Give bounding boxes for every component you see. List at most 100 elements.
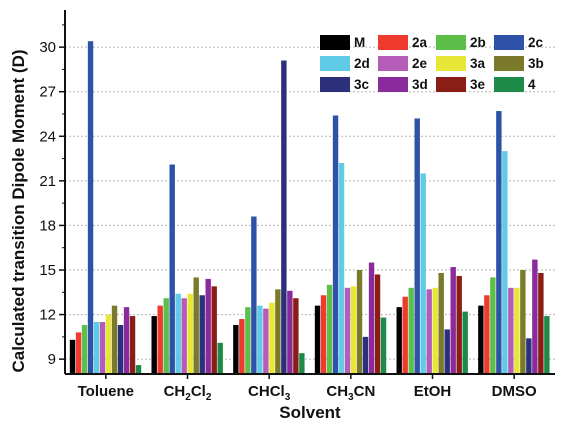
legend-swatch-2b (436, 35, 466, 50)
bar-3c-1 (199, 295, 205, 374)
bar-M-5 (478, 305, 484, 374)
bar-3b-4 (438, 272, 444, 374)
legend-label: 2c (528, 35, 544, 50)
bar-3d-4 (450, 267, 456, 374)
x-category-label: CH2Cl2 (164, 383, 212, 403)
bar-2d-1 (175, 293, 181, 374)
y-tick-label: 27 (39, 84, 56, 101)
legend-label: 4 (528, 77, 536, 92)
bar-2b-2 (245, 307, 251, 374)
legend-swatch-2d (320, 56, 350, 71)
x-category-label: CHCl3 (248, 383, 291, 403)
bar-2b-4 (408, 287, 414, 374)
bar-2c-3 (332, 115, 339, 374)
x-category-labels: Toluene CH2Cl2 CHCl3 CH3CN EtOH DMSO (78, 383, 537, 403)
bar-2c-0 (87, 41, 94, 374)
legend-swatch-3c (320, 77, 350, 92)
bar-2a-3 (320, 295, 327, 374)
legend-label: M (354, 35, 365, 50)
legend-swatch-2e (378, 56, 408, 71)
bar-2e-3 (344, 287, 351, 374)
y-tick-label: 30 (39, 39, 56, 56)
x-category-label: Toluene (78, 383, 134, 400)
bars (69, 41, 550, 375)
legend: M 2a 2b 2c 2d 2e 3a 3b 3c 3d 3e 4 (320, 35, 544, 92)
legend-swatch-3d (378, 77, 408, 92)
bar-3b-2 (275, 289, 281, 374)
bar-2b-1 (163, 298, 169, 374)
bar-3e-2 (293, 298, 299, 374)
bar-3c-4 (444, 329, 450, 374)
bar-3d-3 (368, 262, 375, 374)
legend-swatch-2c (494, 35, 524, 50)
legend-label: 2e (412, 56, 428, 71)
bar-M-0 (69, 339, 76, 374)
legend-swatch-3a (436, 56, 466, 71)
bar-4-1 (217, 342, 223, 374)
bar-3c-2 (281, 60, 287, 375)
bar-2c-2 (251, 216, 257, 374)
y-tick-label: 18 (39, 217, 56, 234)
legend-label: 3a (470, 56, 486, 71)
bar-2c-4 (414, 118, 420, 374)
legend-swatch-3b (494, 56, 524, 71)
legend-label: 2b (470, 35, 486, 50)
bar-3b-3 (356, 270, 363, 374)
legend-label: 2d (354, 56, 370, 71)
bar-2d-2 (257, 305, 263, 374)
legend-label: 3d (412, 77, 428, 92)
axes (59, 10, 555, 379)
bar-2d-4 (420, 173, 426, 374)
bar-4-4 (462, 311, 468, 374)
bar-2c-1 (169, 164, 175, 374)
x-category-label: EtOH (414, 383, 452, 400)
grid-lines (65, 46, 555, 360)
bar-3d-5 (532, 259, 538, 374)
bar-3d-1 (205, 278, 211, 374)
y-axis-title: Calculated transition Dipole Moment (D) (9, 49, 28, 372)
legend-label: 2a (412, 35, 428, 50)
bar-2e-4 (426, 289, 432, 374)
bar-2a-4 (402, 296, 408, 374)
legend-swatch-3e (436, 77, 466, 92)
bar-2c-5 (496, 111, 502, 375)
bar-4-3 (380, 317, 387, 374)
bar-2b-5 (490, 277, 496, 374)
bar-4-0 (135, 365, 142, 374)
y-tick-label: 12 (39, 307, 56, 324)
y-tick-labels: 9 12 15 18 21 24 27 30 (39, 39, 56, 368)
bar-3e-0 (129, 316, 136, 374)
bar-3e-3 (374, 274, 381, 374)
bar-3a-3 (350, 286, 357, 374)
bar-3b-1 (193, 277, 199, 374)
bar-3d-0 (123, 307, 130, 374)
bar-3c-5 (526, 338, 532, 374)
bar-2e-0 (99, 322, 106, 374)
bar-2e-5 (508, 287, 514, 374)
y-tick-label: 24 (39, 128, 56, 145)
bar-4-5 (544, 316, 550, 374)
x-axis-title: Solvent (279, 403, 341, 422)
bar-3d-2 (287, 290, 293, 374)
bar-2e-1 (181, 298, 187, 374)
bar-M-4 (396, 307, 402, 374)
bar-2d-5 (502, 151, 508, 374)
bar-2a-5 (484, 295, 490, 374)
bar-3a-4 (432, 287, 438, 374)
bar-2a-2 (239, 319, 245, 374)
bar-4-2 (299, 353, 305, 374)
bar-3e-4 (456, 275, 462, 374)
legend-label: 3b (528, 56, 544, 71)
bar-2a-0 (75, 332, 82, 374)
legend-swatch-2a (378, 35, 408, 50)
bar-3e-5 (538, 272, 544, 374)
y-tick-label: 15 (39, 262, 56, 279)
x-category-label: CH3CN (326, 383, 375, 403)
bar-3b-5 (520, 270, 526, 374)
legend-label: 3c (354, 77, 370, 92)
bar-3a-1 (187, 293, 193, 374)
bar-3c-0 (117, 324, 124, 374)
y-tick-label: 21 (39, 173, 56, 190)
bar-3a-0 (105, 314, 112, 374)
